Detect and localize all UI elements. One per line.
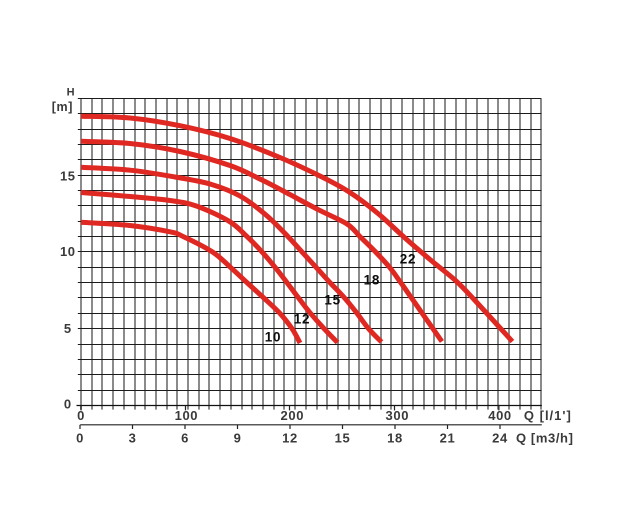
svg-text:10: 10 xyxy=(60,244,76,259)
svg-text:22: 22 xyxy=(400,251,417,266)
svg-text:6: 6 xyxy=(181,431,189,446)
svg-text:[m]: [m] xyxy=(52,100,73,114)
svg-text:24: 24 xyxy=(492,431,508,446)
svg-text:12: 12 xyxy=(282,431,298,446)
svg-text:18: 18 xyxy=(364,272,381,287)
svg-text:21: 21 xyxy=(440,431,456,446)
svg-text:3: 3 xyxy=(129,431,137,446)
svg-text:0: 0 xyxy=(77,408,85,423)
svg-text:0: 0 xyxy=(64,397,72,412)
svg-text:18: 18 xyxy=(387,431,403,446)
svg-text:Q [m3/h]: Q [m3/h] xyxy=(516,431,574,446)
svg-text:100: 100 xyxy=(175,408,199,423)
svg-text:12: 12 xyxy=(294,312,311,327)
svg-text:200: 200 xyxy=(281,408,305,423)
svg-text:10: 10 xyxy=(265,329,282,344)
svg-text:Q [l/1']: Q [l/1'] xyxy=(524,408,572,423)
svg-text:300: 300 xyxy=(386,408,410,423)
svg-text:15: 15 xyxy=(60,168,76,183)
svg-text:H: H xyxy=(67,86,76,98)
svg-text:5: 5 xyxy=(64,321,72,336)
svg-text:15: 15 xyxy=(324,293,341,308)
svg-text:0: 0 xyxy=(76,431,84,446)
svg-text:9: 9 xyxy=(234,431,242,446)
svg-text:400: 400 xyxy=(488,408,512,423)
svg-text:15: 15 xyxy=(335,431,351,446)
